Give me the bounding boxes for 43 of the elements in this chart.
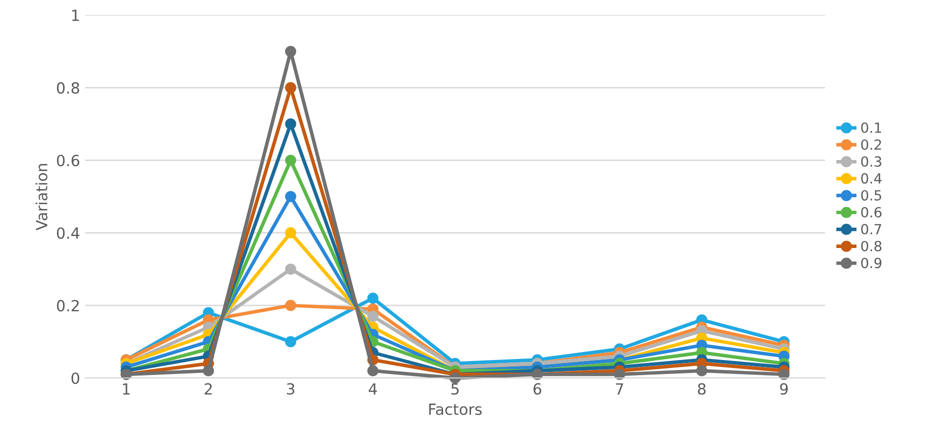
legend-label: 0.5 (861, 190, 882, 201)
point (285, 154, 296, 166)
x-axis-title: Factors (429, 404, 482, 416)
legend-label: 0.2 (861, 139, 881, 150)
legend-label: 0.3 (861, 156, 882, 167)
point (696, 365, 708, 376)
x-tick-label: 4 (368, 383, 377, 394)
point (285, 46, 296, 57)
y-axis-title: Variation (36, 164, 48, 230)
x-tick-label: 1 (123, 383, 130, 394)
legend-label: 0.7 (861, 224, 882, 234)
point (367, 292, 378, 304)
y-tick-label: 0.6 (56, 154, 80, 166)
point (285, 336, 296, 348)
x-tick-label: 5 (451, 383, 459, 395)
x-tick-label: 9 (780, 383, 788, 395)
point (450, 372, 461, 384)
x-tick-label: 6 (534, 383, 542, 395)
point (367, 310, 378, 322)
y-tick-label: 0.8 (56, 82, 80, 94)
y-tick-label: 0.4 (56, 227, 80, 239)
x-tick-label: 7 (616, 383, 624, 394)
point (778, 368, 790, 380)
legend-label: 0.8 (861, 240, 882, 252)
point (285, 227, 296, 238)
point (202, 365, 214, 376)
y-tick-label: 0 (72, 372, 80, 384)
legend-label: 0.6 (861, 207, 882, 218)
x-tick-label: 3 (286, 383, 294, 395)
point (285, 264, 296, 275)
point (285, 118, 296, 130)
legend-label: 0.1 (861, 122, 882, 133)
point (285, 82, 296, 94)
legend-label: 0.9 (861, 258, 882, 268)
y-tick-label: 1 (72, 10, 79, 21)
legend-label: 0.4 (861, 173, 882, 184)
x-tick-label: 8 (698, 383, 706, 395)
point (614, 368, 626, 380)
y-tick-label: 0.2 (56, 300, 79, 312)
point (285, 191, 296, 202)
x-tick-label: 2 (204, 383, 212, 394)
point (285, 300, 296, 311)
point (367, 365, 378, 376)
